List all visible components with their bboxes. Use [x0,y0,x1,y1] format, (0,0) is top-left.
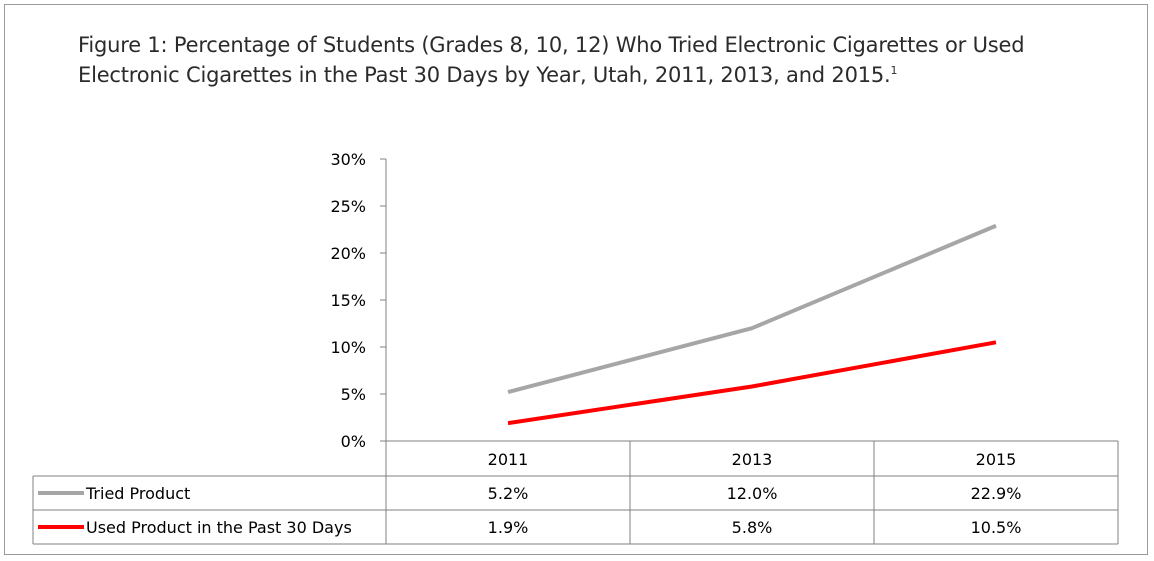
y-tick-label: 5% [341,385,366,404]
footnote-marker: 1 [890,64,898,77]
y-tick-label: 10% [330,338,366,357]
figure-frame [4,4,1148,555]
data-label: 12.0% [727,484,778,503]
figure-title: Figure 1: Percentage of Students (Grades… [78,30,1118,90]
x-category-label: 2011 [488,450,529,469]
x-category-label: 2015 [976,450,1017,469]
y-tick-label: 30% [330,150,366,169]
data-label: 10.5% [971,518,1022,537]
series-line-tried-product [507,223,997,395]
data-label: 22.9% [971,484,1022,503]
series-line-used-product [507,340,997,426]
x-category-label: 2013 [732,450,773,469]
data-label: 5.8% [732,518,773,537]
y-tick-label: 0% [341,432,366,451]
legend-label: Used Product in the Past 30 Days [86,518,352,537]
y-tick-label: 15% [330,291,366,310]
y-tick-label: 20% [330,244,366,263]
data-label: 1.9% [488,518,529,537]
legend-label: Tried Product [85,484,190,503]
figure-title-text: Figure 1: Percentage of Students (Grades… [78,33,1025,87]
data-label: 5.2% [488,484,529,503]
y-tick-label: 25% [330,197,366,216]
